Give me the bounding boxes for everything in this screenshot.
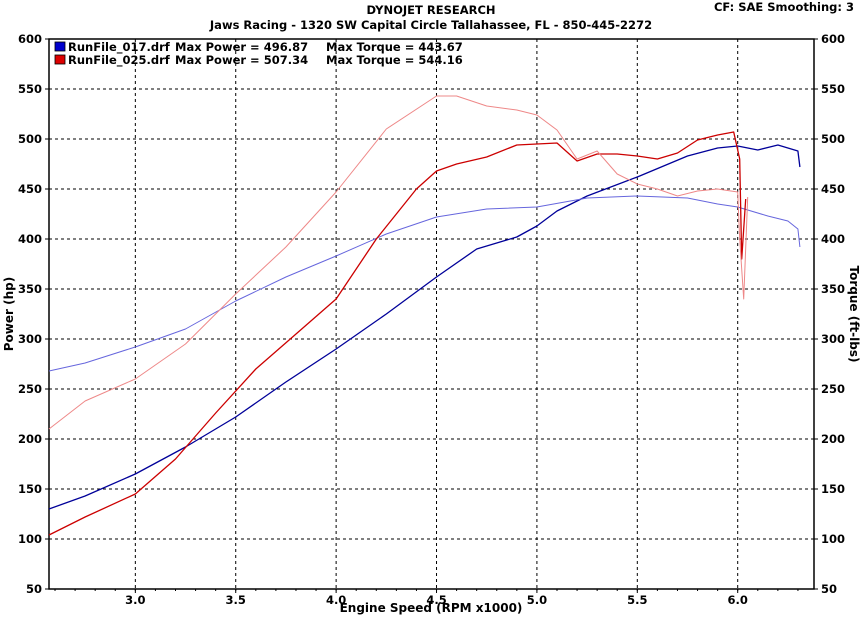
x-tick-label: 4.0	[326, 593, 346, 607]
right-tick-label: 50	[821, 582, 837, 596]
x-tick-label: 3.5	[226, 593, 246, 607]
left-tick-label: 550	[18, 82, 42, 96]
right-tick-label: 200	[821, 432, 845, 446]
right-tick-label: 600	[821, 32, 845, 46]
left-tick-label: 600	[18, 32, 42, 46]
grid	[49, 39, 814, 589]
series-power-line	[48, 144, 801, 510]
right-tick-label: 450	[821, 182, 845, 196]
left-tick-label: 50	[26, 582, 42, 596]
x-tick-label: 6.0	[728, 593, 748, 607]
plot-area	[48, 38, 815, 590]
legend-max-power: Max Power = 507.34	[175, 53, 308, 67]
x-tick-label: 5.0	[527, 593, 547, 607]
legend-swatch	[54, 41, 66, 52]
left-tick-label: 200	[18, 432, 42, 446]
right-tick-label: 400	[821, 232, 845, 246]
chart-title: DYNOJET RESEARCH	[366, 3, 496, 17]
series-layer	[48, 95, 801, 536]
x-tick-label: 3.0	[125, 593, 145, 607]
series-torque-line	[48, 95, 749, 430]
left-tick-label: 100	[18, 532, 42, 546]
right-tick-label: 150	[821, 482, 845, 496]
legend-run-label: RunFile_025.drf	[68, 53, 171, 68]
x-tick-label: 5.5	[627, 593, 647, 607]
right-axis-label: Torque (ft-lbs)	[847, 266, 861, 363]
right-tick-label: 550	[821, 82, 845, 96]
chart-subtitle: Jaws Racing - 1320 SW Capital Circle Tal…	[209, 18, 653, 32]
x-axis-label: Engine Speed (RPM x1000)	[340, 601, 523, 615]
series-torque-line	[48, 195, 801, 372]
legend-swatch	[54, 54, 66, 65]
series-power-line	[48, 131, 747, 536]
right-tick-label: 250	[821, 382, 845, 396]
legend-max-torque: Max Torque = 544.16	[326, 53, 463, 67]
legend-max-power: Max Power = 496.87	[175, 40, 308, 54]
left-tick-label: 400	[18, 232, 42, 246]
left-tick-label: 150	[18, 482, 42, 496]
right-tick-label: 100	[821, 532, 845, 546]
left-tick-label: 350	[18, 282, 42, 296]
left-tick-label: 450	[18, 182, 42, 196]
left-tick-label: 300	[18, 332, 42, 346]
left-axis-ticks: 50 100 150 200 250 300 350 400 450 500 550 600	[18, 32, 49, 596]
right-tick-label: 350	[821, 282, 845, 296]
settings-readout: CF: SAE Smoothing: 3	[713, 0, 854, 14]
right-tick-label: 300	[821, 332, 845, 346]
left-tick-label: 250	[18, 382, 42, 396]
x-tick-label: 4.5	[426, 593, 446, 607]
left-axis-label: Power (hp)	[2, 277, 16, 351]
right-axis-ticks: 50 100 150 200 250 300 350 400 450 500 550 600	[814, 32, 845, 596]
legend-run-label: RunFile_017.drf	[68, 40, 171, 55]
legend: RunFile_017.drf Max Power = 496.87 Max Tor…	[54, 40, 463, 68]
left-tick-label: 500	[18, 132, 42, 146]
x-axis-ticks: 3.0 3.5 4.0 4.5 5.0 5.5 6.0	[54, 589, 799, 607]
legend-max-torque: Max Torque = 443.67	[326, 40, 463, 54]
right-tick-label: 500	[821, 132, 845, 146]
